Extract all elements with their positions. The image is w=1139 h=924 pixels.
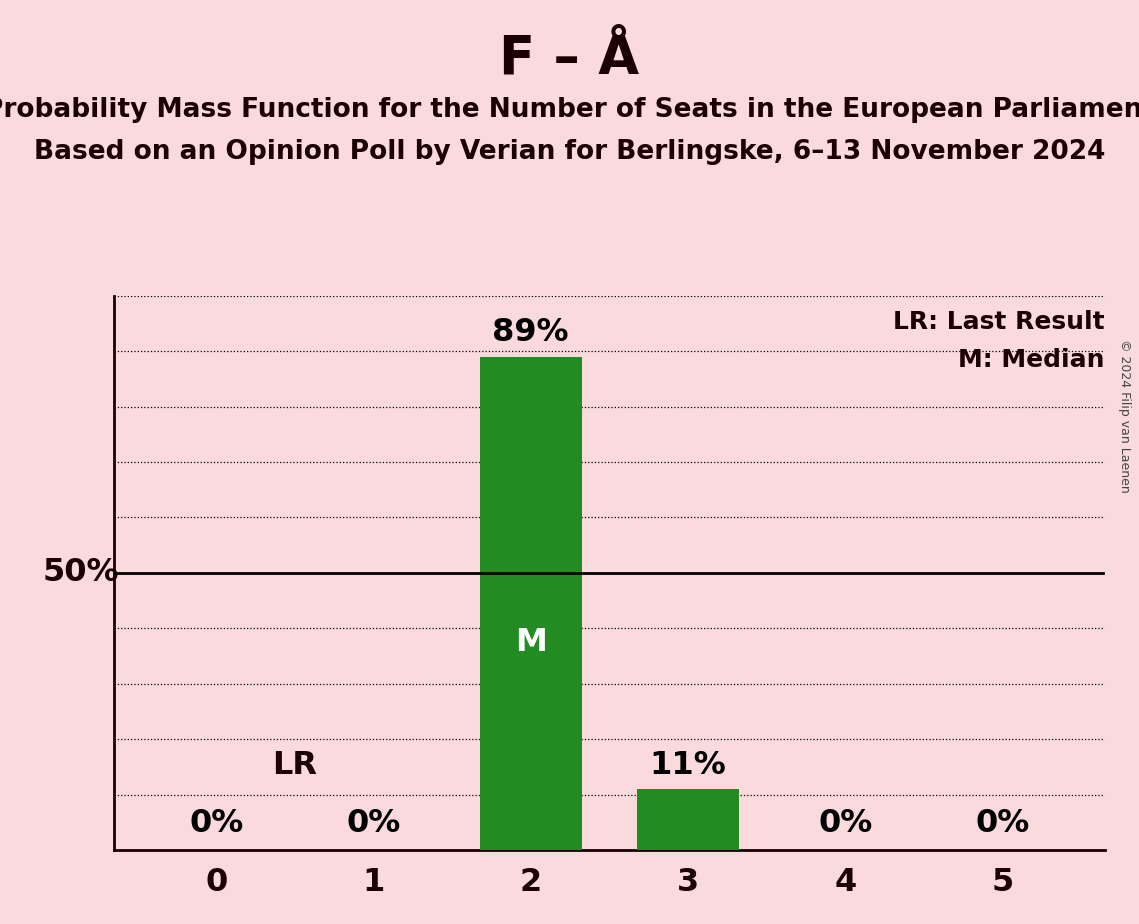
Text: 0%: 0% [818,808,872,839]
Text: LR: Last Result: LR: Last Result [893,310,1105,334]
Text: 0%: 0% [189,808,244,839]
Text: LR: LR [272,749,318,781]
Text: © 2024 Filip van Laenen: © 2024 Filip van Laenen [1117,339,1131,492]
Text: M: M [515,627,547,658]
Bar [480,357,582,850]
Bar [637,789,739,850]
Text: 50%: 50% [42,557,118,589]
Text: Probability Mass Function for the Number of Seats in the European Parliament: Probability Mass Function for the Number… [0,97,1139,123]
Text: 11%: 11% [649,749,727,781]
Text: 0%: 0% [975,808,1030,839]
Text: 89%: 89% [492,317,570,348]
Text: 0%: 0% [346,808,401,839]
Text: F – Å: F – Å [499,32,640,84]
Text: M: Median: M: Median [958,348,1105,372]
Text: Based on an Opinion Poll by Verian for Berlingske, 6–13 November 2024: Based on an Opinion Poll by Verian for B… [34,139,1105,164]
